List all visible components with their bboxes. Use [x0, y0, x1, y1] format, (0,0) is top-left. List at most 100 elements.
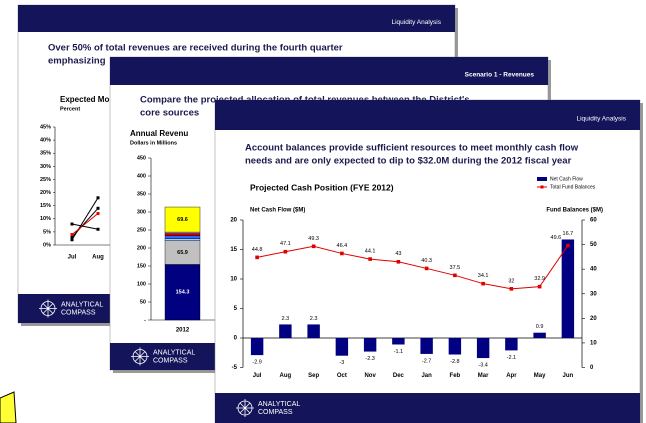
value-label: 49.6 — [551, 235, 562, 241]
series-line — [257, 245, 569, 290]
value-label: 65.9 — [177, 250, 188, 256]
point — [340, 251, 344, 256]
y2-tick-label: 0 — [590, 365, 594, 371]
slide-header — [215, 100, 640, 130]
chart-title: Annual Revenu — [130, 129, 188, 138]
y-tick-label: 200 — [137, 245, 146, 251]
logo-text: ANALYTICAL — [153, 349, 195, 356]
chart-title: Expected Mo — [60, 95, 109, 104]
value-label: 0.9 — [536, 324, 544, 330]
y-tick-label: 0% — [43, 242, 51, 248]
y-tick-label: 400 — [137, 173, 146, 179]
slide-header-text: Scenario 1 - Revenues — [465, 72, 535, 79]
value-label: 16.7 — [563, 231, 574, 237]
y-tick-label: 35% — [40, 151, 51, 157]
series-line — [71, 213, 99, 235]
slide-title: core sources — [140, 108, 199, 119]
slide-header-text: Liquidity Analysis — [577, 116, 627, 123]
slide-title: needs and are only expected to dip to $3… — [245, 156, 572, 167]
slide-title: emphasizing — [48, 56, 106, 67]
point — [509, 287, 514, 291]
point — [537, 284, 542, 289]
bar-segment — [164, 264, 201, 321]
bar — [392, 338, 405, 345]
point — [566, 243, 570, 248]
value-label: -3.4 — [478, 363, 487, 369]
value-label: 46.4 — [337, 243, 348, 249]
x-tick-label: Mar — [478, 373, 489, 379]
bar — [533, 332, 546, 338]
value-label: 49.3 — [308, 236, 319, 242]
x-tick-label: Aug — [280, 373, 292, 379]
bar — [420, 338, 433, 354]
y2-axis-label: Fund Balances ($M) — [546, 208, 603, 214]
point — [311, 244, 316, 249]
value-label: 69.6 — [177, 217, 188, 223]
bar — [335, 338, 349, 356]
y-tick-label: 300 — [137, 209, 146, 215]
x-tick-label: Jul — [253, 373, 262, 379]
note-shape — [0, 391, 17, 423]
logo-text: COMPASS — [153, 357, 188, 364]
bar-segment — [164, 206, 201, 233]
chart-title: Projected Cash Position (FYE 2012) — [250, 182, 394, 192]
x-tick-label: Feb — [450, 373, 461, 379]
y-tick-label: 10 — [230, 277, 237, 283]
y2-tick-label: 20 — [590, 316, 597, 322]
logo-icon — [131, 347, 149, 366]
logo-icon — [39, 299, 57, 318]
bar-segment — [164, 233, 201, 236]
value-label: -2.8 — [450, 359, 459, 365]
logo-text: ANALYTICAL — [61, 301, 103, 308]
y2-tick-label: 30 — [590, 291, 597, 297]
bar — [476, 338, 490, 359]
y-tick-label: 5 — [234, 306, 238, 312]
chart-subtitle: Dollars in Millions — [130, 140, 177, 146]
value-label: 32.9 — [534, 276, 545, 282]
y2-tick-label: 60 — [590, 218, 597, 224]
value-label: 43 — [395, 251, 401, 257]
slide-footer — [215, 393, 640, 423]
y-tick-label: 10% — [40, 216, 51, 222]
x-tick-label: Jun — [563, 373, 574, 379]
logo-text: ANALYTICAL — [258, 401, 300, 408]
y-tick-label: 50 — [140, 299, 146, 305]
point — [396, 259, 401, 264]
y-tick-label: - — [144, 317, 146, 323]
value-label: 154.3 — [176, 290, 190, 296]
point — [368, 257, 372, 261]
point — [453, 273, 457, 278]
x-tick-label: Jan — [421, 373, 432, 379]
y-tick-label: 20 — [230, 218, 237, 224]
y-tick-label: 25% — [40, 177, 51, 183]
point — [70, 238, 74, 242]
point — [96, 212, 100, 216]
x-tick-label: Dec — [393, 373, 405, 379]
value-label: 34.1 — [478, 273, 489, 279]
point — [283, 249, 288, 254]
value-label: -3 — [339, 360, 344, 366]
bar-segment — [164, 231, 201, 234]
y-tick-label: 20% — [40, 190, 51, 196]
y-tick-label: 150 — [137, 263, 146, 269]
point — [96, 227, 100, 231]
y-tick-label: -5 — [232, 365, 238, 371]
value-label: -2.3 — [365, 356, 374, 362]
y-tick-label: 15% — [40, 203, 51, 209]
value-label: 40.3 — [421, 258, 432, 264]
y-tick-label: 45% — [40, 124, 51, 130]
y-tick-label: 450 — [137, 155, 146, 161]
x-tick-label: Nov — [364, 373, 376, 379]
value-label: 44.1 — [365, 249, 376, 255]
legend-swatch — [537, 177, 547, 181]
value-label: 47.1 — [280, 241, 291, 247]
bar — [448, 338, 462, 355]
point — [70, 233, 74, 237]
bar — [363, 338, 377, 352]
slide-header — [110, 57, 548, 85]
slide-title: Over 50% of total revenues are received … — [48, 43, 343, 54]
legend-label: Total Fund Balances — [550, 184, 596, 190]
slide-title: Account balances provide sufficient reso… — [245, 143, 579, 154]
x-tick-label: Apr — [506, 373, 517, 379]
